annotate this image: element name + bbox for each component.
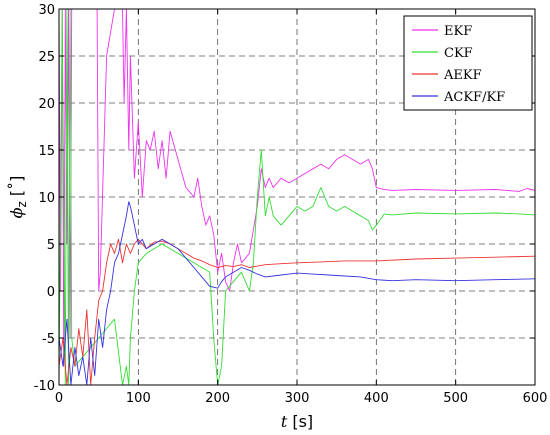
y-tick-label: 30 [38,3,55,18]
series-line-ckf [59,9,535,385]
y-axis-symbol: ϕ [7,207,26,218]
x-tick-label: 0 [55,391,63,406]
x-tick-label: 400 [364,391,389,406]
y-axis-subscript: z [15,201,29,207]
y-tick-label: 20 [38,97,55,112]
x-tick-label: 500 [443,391,468,406]
x-tick-label: 100 [126,391,151,406]
y-tick-label: 15 [38,144,55,159]
y-tick-label: 0 [47,285,55,300]
axis-ticks: 0 100 200 300 400 500 600 -10 -5 0 5 10 15 20 25 30 [34,3,548,406]
y-tick-label: 10 [38,191,55,206]
legend-label: ACKF/KF [443,90,505,105]
x-tick-label: 300 [285,391,310,406]
legend-box [403,15,533,111]
series-lines [59,9,535,385]
x-tick-label: 200 [205,391,230,406]
y-tick-label: -10 [34,379,55,394]
x-axis-symbol: t [281,412,288,431]
x-axis-unit: [s] [287,412,313,431]
series-line-ekf [59,9,535,367]
x-axis-label: t [s] [281,412,313,431]
legend-label: AEKF [443,68,482,83]
legend: EKF CKF AEKF ACKF/KF [403,15,533,111]
legend-label: EKF [444,24,472,39]
series-line-aekf [59,238,535,385]
y-axis-label: ϕz [˚] [7,176,29,219]
legend-label: CKF [444,46,473,61]
y-axis-unit: [˚] [7,176,26,202]
series-line-ackf-kf [59,201,535,385]
y-tick-label: 5 [47,238,55,253]
svg-text:ϕz [˚]: ϕz [˚] [7,176,29,219]
y-tick-label: 25 [38,50,55,65]
x-tick-label: 600 [523,391,548,406]
y-tick-label: -5 [42,332,55,347]
